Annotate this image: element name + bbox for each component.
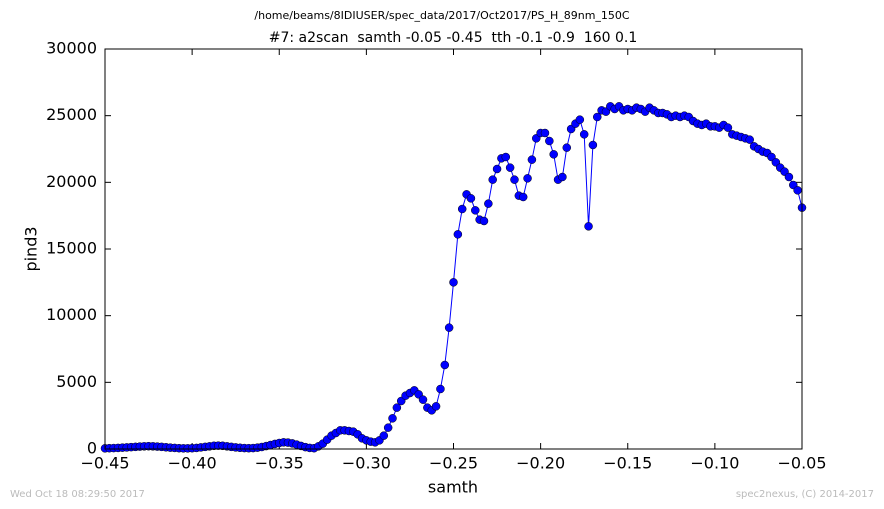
data-point — [501, 152, 511, 162]
data-point — [449, 278, 458, 287]
x-axis-label: samth — [428, 478, 478, 497]
data-point — [579, 130, 589, 139]
y-tick-label: 5000 — [56, 372, 97, 391]
y-tick-label: 15000 — [46, 239, 97, 258]
y-tick-label: 0 — [87, 439, 97, 458]
data-point — [466, 194, 476, 203]
x-tick-label: −0.35 — [255, 454, 304, 473]
x-tick-label: −0.25 — [429, 454, 478, 473]
data-point — [723, 123, 733, 132]
data-point — [540, 128, 550, 138]
data-point — [745, 135, 754, 144]
y-tick-label: 10000 — [46, 305, 97, 324]
data-point — [575, 115, 585, 124]
data-point — [388, 414, 397, 423]
y-tick-label: 30000 — [46, 39, 97, 58]
data-point — [593, 112, 602, 122]
x-tick-label: −0.15 — [603, 454, 652, 473]
data-point — [518, 192, 528, 202]
y-tick-label: 25000 — [46, 105, 97, 124]
data-point — [440, 360, 450, 370]
data-point — [392, 403, 402, 412]
data-point — [479, 216, 489, 226]
data-point — [523, 174, 532, 183]
data-point — [527, 155, 537, 164]
x-tick-label: −0.40 — [168, 454, 217, 473]
data-point — [484, 199, 493, 208]
data-point — [510, 175, 519, 184]
x-tick-label: −0.30 — [342, 454, 391, 473]
credit: spec2nexus, (C) 2014-2017 — [736, 489, 874, 500]
data-point — [793, 186, 802, 195]
data-point — [562, 143, 572, 152]
data-point — [492, 164, 502, 174]
data-point — [436, 384, 445, 394]
data-point — [545, 136, 554, 146]
x-tick-label: −0.45 — [80, 454, 129, 473]
chart-title: #7: a2scan samth -0.05 -0.45 tth -0.1 -0… — [269, 30, 637, 46]
data-point — [549, 150, 558, 159]
data-point — [457, 204, 467, 214]
data-point — [588, 140, 598, 150]
data-point — [471, 206, 480, 215]
plot-frame — [104, 48, 803, 450]
data-point — [505, 163, 515, 172]
x-tick-label: −0.10 — [690, 454, 739, 473]
suptitle: /home/beams/8IDIUSER/spec_data/2017/Oct2… — [254, 9, 630, 22]
x-tick-label: −0.05 — [777, 454, 826, 473]
data-point — [584, 222, 593, 231]
x-tick-label: −0.20 — [516, 454, 565, 473]
y-axis-label: pind3 — [22, 226, 41, 271]
data-point — [558, 172, 567, 182]
data-point — [383, 423, 393, 432]
data-point — [418, 395, 428, 404]
data-point — [488, 175, 497, 184]
data-point — [444, 323, 454, 332]
data-point — [379, 431, 389, 440]
y-tick-label: 20000 — [46, 172, 97, 191]
data-point — [431, 402, 441, 411]
data-point — [453, 230, 463, 239]
data-point — [784, 172, 794, 182]
timestamp: Wed Oct 18 08:29:50 2017 — [10, 489, 145, 500]
